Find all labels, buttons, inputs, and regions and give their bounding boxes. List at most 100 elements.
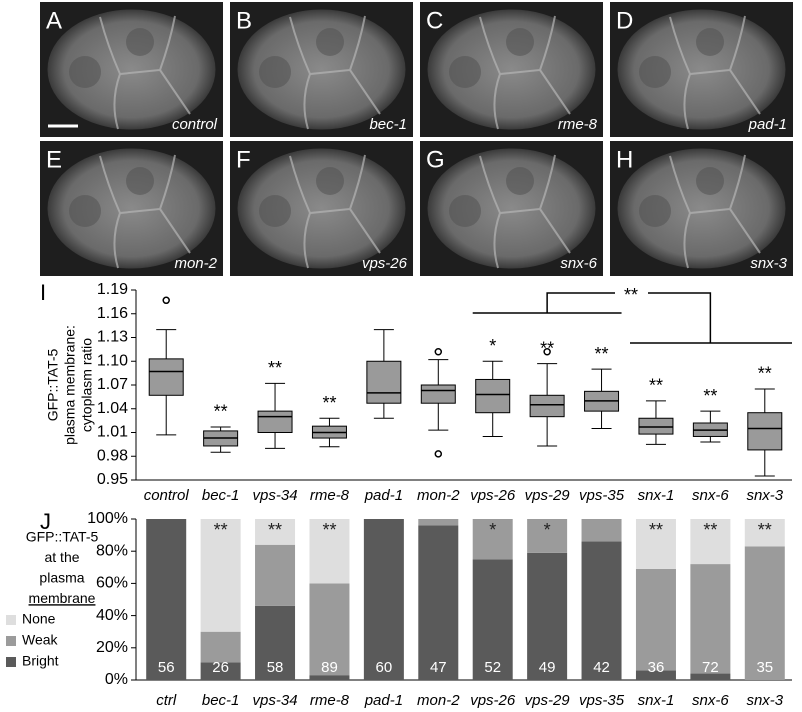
count-label: 89 (321, 659, 338, 676)
bar-segment (200, 631, 241, 663)
significance: ** (649, 376, 663, 396)
y-tick-label: 0.98 (97, 447, 128, 464)
panel-letter: C (426, 7, 443, 34)
bar-segment (200, 662, 241, 680)
bar-segment (200, 519, 241, 632)
bracket (472, 292, 622, 314)
embryo (617, 148, 786, 269)
outlier (162, 296, 170, 305)
y-axis-label: cytoplasm ratio (79, 338, 95, 432)
x-tick-label: rme-8 (310, 487, 350, 504)
x-tick-label: bec-1 (202, 692, 240, 709)
bar-segment (581, 541, 622, 680)
nucleus (696, 167, 724, 195)
x-tick-label: snx-1 (638, 692, 675, 709)
legend-label: None (22, 611, 56, 627)
y-tick-label: 0% (105, 671, 128, 688)
box (475, 378, 511, 414)
x-tick-label: mon-2 (417, 487, 460, 504)
y-tick-label: 1.10 (97, 352, 128, 369)
nucleus (259, 195, 291, 227)
x-tick-label: vps-29 (525, 692, 571, 709)
significance: ** (758, 520, 772, 540)
x-tick-label: vps-35 (579, 692, 625, 709)
significance: ** (703, 386, 717, 406)
nucleus (696, 28, 724, 56)
panel-label: rme-8 (558, 116, 598, 133)
x-tick-label: rme-8 (310, 692, 350, 709)
nucleus (449, 195, 481, 227)
significance: * (489, 336, 496, 356)
x-tick-label: snx-3 (746, 487, 783, 504)
nucleus (639, 56, 671, 88)
nucleus (506, 28, 534, 56)
bar-segment (527, 552, 568, 680)
significance: ** (268, 358, 282, 378)
y-tick-label: 0.95 (97, 471, 128, 488)
y-tick-label: 1.07 (97, 376, 128, 393)
panel-label: bec-1 (369, 116, 407, 133)
panel-label: control (172, 116, 218, 133)
y-tick-label: 1.16 (97, 305, 128, 322)
y-tick-label: 1.13 (97, 329, 128, 346)
x-tick-label: vps-29 (525, 487, 571, 504)
bar-segment (472, 519, 513, 560)
cell-boundary (99, 154, 191, 269)
panel-letter: G (426, 146, 445, 173)
outlier (434, 450, 443, 458)
bar-segment (418, 519, 459, 526)
panel-letter: D (616, 7, 633, 34)
count-label: 49 (539, 659, 556, 676)
embryo (47, 9, 216, 130)
bar-segment (690, 564, 731, 674)
x-tick-label: vps-34 (253, 487, 298, 504)
bar-segment (527, 519, 568, 553)
count-label: 56 (158, 659, 175, 676)
x-tick-label: snx-1 (638, 487, 675, 504)
legend-title: GFP::TAT-5 (26, 529, 99, 545)
panel-letter: E (46, 146, 62, 173)
bar-segment (309, 519, 350, 584)
significance: ** (758, 364, 772, 384)
outlier (543, 348, 551, 356)
count-label: 47 (430, 659, 447, 676)
bar-segment (635, 519, 676, 569)
count-label: 42 (593, 659, 610, 676)
nucleus (69, 195, 101, 227)
nucleus (126, 167, 154, 195)
box (366, 360, 402, 404)
box (257, 410, 293, 433)
panel-label: snx-3 (750, 255, 787, 272)
y-tick-label: 1.04 (97, 400, 128, 417)
significance: ** (214, 402, 228, 422)
x-tick-label: vps-35 (579, 487, 625, 504)
count-label: 60 (376, 659, 393, 676)
legend-title: at the (44, 549, 79, 565)
box (420, 384, 456, 404)
nucleus (259, 56, 291, 88)
count-label: 58 (267, 659, 284, 676)
bar-segment (635, 670, 676, 680)
significance: * (544, 520, 551, 540)
embryo (47, 148, 216, 269)
embryo (237, 9, 406, 130)
y-tick-label: 60% (96, 575, 128, 592)
outlier (434, 348, 443, 356)
nucleus (316, 28, 344, 56)
y-tick-label: 100% (87, 510, 128, 527)
bar-segment (635, 568, 676, 671)
x-tick-label: pad-1 (364, 692, 403, 709)
panel-label: vps-26 (362, 255, 408, 272)
count-label: 52 (484, 659, 501, 676)
x-tick-label: control (144, 487, 190, 504)
count-label: 72 (702, 659, 719, 676)
embryo (617, 9, 786, 130)
count-label: 36 (648, 659, 665, 676)
legend-label: Weak (22, 632, 59, 648)
box (747, 412, 783, 451)
bar-segment (744, 546, 785, 680)
panel-letter: B (236, 7, 252, 34)
panel-letter: I (40, 280, 46, 305)
legend-swatch (6, 615, 16, 625)
